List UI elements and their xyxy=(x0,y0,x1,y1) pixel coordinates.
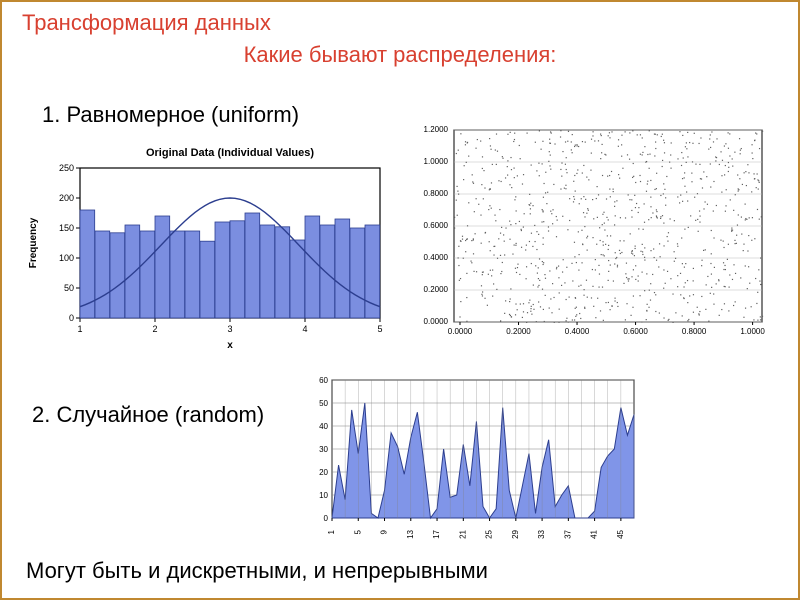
svg-text:250: 250 xyxy=(59,163,74,173)
svg-text:13: 13 xyxy=(406,529,415,538)
svg-text:100: 100 xyxy=(59,253,74,263)
svg-text:x: x xyxy=(227,340,233,351)
svg-text:2: 2 xyxy=(152,324,157,334)
svg-text:20: 20 xyxy=(319,468,328,477)
svg-text:5: 5 xyxy=(353,529,362,534)
svg-text:150: 150 xyxy=(59,223,74,233)
svg-text:50: 50 xyxy=(319,399,328,408)
svg-text:17: 17 xyxy=(432,529,441,538)
svg-text:0.8000: 0.8000 xyxy=(424,189,449,198)
svg-text:33: 33 xyxy=(537,529,546,538)
svg-text:0.4000: 0.4000 xyxy=(424,253,449,262)
svg-text:1.0000: 1.0000 xyxy=(424,157,449,166)
svg-text:40: 40 xyxy=(319,422,328,431)
section-2-label: 2. Случайное (random) xyxy=(32,402,264,428)
svg-text:1: 1 xyxy=(77,324,82,334)
svg-text:60: 60 xyxy=(319,376,328,385)
section-1-label: 1. Равномерное (uniform) xyxy=(42,102,299,128)
svg-text:Original Data (Individual Valu: Original Data (Individual Values) xyxy=(146,147,314,159)
svg-text:3: 3 xyxy=(227,324,232,334)
svg-text:25: 25 xyxy=(485,529,494,538)
svg-text:0: 0 xyxy=(324,514,329,523)
page-subtitle: Какие бывают распределения: xyxy=(2,36,798,68)
svg-text:0.0000: 0.0000 xyxy=(424,317,449,326)
svg-text:0.6000: 0.6000 xyxy=(623,327,648,336)
svg-text:0.4000: 0.4000 xyxy=(565,327,590,336)
scatter-chart: 0.0000 0.2000 0.4000 0.6000 0.8000 1.0000 1.20… xyxy=(402,122,772,352)
svg-text:4: 4 xyxy=(302,324,307,334)
svg-text:0.2000: 0.2000 xyxy=(506,327,531,336)
page-title: Трансформация данных xyxy=(2,2,798,36)
svg-text:200: 200 xyxy=(59,193,74,203)
svg-text:29: 29 xyxy=(511,529,520,538)
svg-text:1.2000: 1.2000 xyxy=(424,125,449,134)
svg-text:50: 50 xyxy=(64,283,74,293)
svg-text:0.8000: 0.8000 xyxy=(682,327,707,336)
svg-text:9: 9 xyxy=(380,529,389,534)
svg-text:10: 10 xyxy=(319,491,328,500)
footer-note: Могут быть и дискретными, и непрерывными xyxy=(26,558,488,584)
svg-text:30: 30 xyxy=(319,445,328,454)
svg-text:21: 21 xyxy=(458,529,467,538)
svg-text:45: 45 xyxy=(616,529,625,538)
svg-text:5: 5 xyxy=(377,324,382,334)
svg-text:37: 37 xyxy=(563,529,572,538)
histogram-chart: Original Data (Individual Values) Frequen… xyxy=(22,142,392,352)
svg-text:1.0000: 1.0000 xyxy=(740,327,765,336)
svg-text:1: 1 xyxy=(327,529,336,534)
svg-text:0.2000: 0.2000 xyxy=(424,285,449,294)
svg-text:0.6000: 0.6000 xyxy=(424,221,449,230)
svg-text:0: 0 xyxy=(69,313,74,323)
svg-text:41: 41 xyxy=(590,529,599,538)
area-chart: 0 10 20 30 40 50 60 1 5 9 13 17 21 25 29 33 37 41 45 xyxy=(302,372,642,552)
svg-text:0.0000: 0.0000 xyxy=(448,327,473,336)
svg-text:Frequency: Frequency xyxy=(28,217,39,268)
